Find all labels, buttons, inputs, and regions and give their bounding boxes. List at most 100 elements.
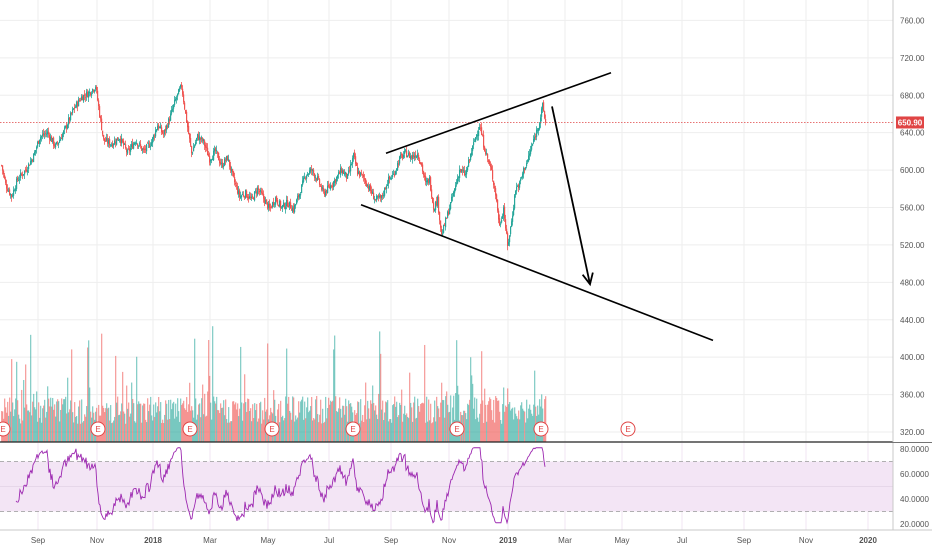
candle-body <box>522 173 524 178</box>
candle-body <box>358 171 360 174</box>
candle-body <box>86 91 88 97</box>
volume-bar <box>10 411 12 442</box>
volume-bar <box>77 423 79 442</box>
arrow-projection[interactable] <box>551 106 594 287</box>
volume-bar <box>70 400 72 442</box>
volume-bar <box>278 403 280 442</box>
candle-body <box>219 159 221 164</box>
volume-bar <box>22 420 24 442</box>
candle-body <box>27 170 29 173</box>
earnings-marker[interactable]: E <box>182 421 198 437</box>
candle-body <box>172 108 174 111</box>
candle-body <box>234 177 236 183</box>
candle-body <box>262 192 264 195</box>
candle-body <box>428 178 430 184</box>
candle-body <box>94 89 96 92</box>
volume-bar <box>81 399 83 442</box>
volume-bar <box>440 402 442 442</box>
volume-bar <box>262 410 264 442</box>
volume-bar <box>247 398 249 442</box>
candle-body <box>85 97 87 99</box>
candle-body <box>123 141 125 146</box>
candle-body <box>107 138 109 144</box>
candle-body <box>2 165 4 171</box>
volume-bar <box>429 420 431 442</box>
volume-bar <box>105 408 107 442</box>
candle-body <box>375 198 377 200</box>
candle-body <box>105 140 107 142</box>
candle-body <box>69 117 71 121</box>
volume-bar <box>42 408 44 442</box>
candle-body <box>33 153 35 163</box>
candle-body <box>154 135 156 137</box>
earnings-marker[interactable]: E <box>345 421 361 437</box>
volume-bar <box>49 406 51 442</box>
volume-bar <box>25 364 27 442</box>
rsi-tick-label: 80.0000 <box>900 445 929 454</box>
candle-body <box>155 130 157 137</box>
rsi-axis[interactable]: 80.0000 60.0000 40.0000 20.0000 <box>892 443 932 530</box>
earnings-marker[interactable]: E <box>533 421 549 437</box>
candle-body <box>91 93 93 96</box>
candle-body <box>297 196 299 200</box>
candle-body <box>136 142 138 144</box>
volume-bar <box>527 418 529 442</box>
volume-bar <box>296 419 298 442</box>
volume-bar <box>388 421 390 442</box>
candle-body <box>177 93 179 97</box>
volume-bar <box>359 423 361 442</box>
earnings-marker[interactable]: E <box>0 421 11 437</box>
candle-body <box>118 140 120 142</box>
volume-bar <box>69 409 71 442</box>
candle-body <box>378 195 380 198</box>
volume-bar <box>286 348 288 442</box>
candle-body <box>58 142 60 145</box>
candle-body <box>449 208 451 215</box>
candle-body <box>268 203 270 209</box>
price-axis[interactable]: 760.00 720.00 680.00 640.00 600.00 560.00 520.… <box>892 0 932 442</box>
candle-body <box>226 156 228 161</box>
trendline-upper[interactable] <box>385 72 612 154</box>
volume-bar <box>491 410 493 442</box>
volume-bar <box>369 418 371 442</box>
earnings-marker[interactable]: E <box>449 421 465 437</box>
candle-body <box>134 142 136 145</box>
candle-body <box>496 194 498 201</box>
time-tick-label: Nov <box>90 536 104 545</box>
candle-body <box>60 138 62 141</box>
earnings-marker[interactable]: E <box>620 421 636 437</box>
volume-bar <box>329 404 331 442</box>
candle-body <box>12 195 14 197</box>
earnings-marker[interactable]: E <box>264 421 280 437</box>
volume-bar <box>458 394 460 442</box>
volume-bar <box>280 400 282 442</box>
volume-bar <box>492 419 494 442</box>
volume-bar <box>418 406 420 442</box>
candle-body <box>287 200 289 207</box>
candle-body <box>479 126 481 130</box>
candle-body <box>106 138 108 141</box>
volume-bar <box>375 405 377 442</box>
candle-body <box>59 140 61 143</box>
volume-bar <box>531 413 533 442</box>
volume-bar <box>319 414 321 442</box>
volume-bar <box>344 414 346 442</box>
price-tick-label: 360.00 <box>900 391 925 400</box>
time-axis[interactable]: Sep Nov 2018 Mar May Jul Sep Nov 2019 Mar May Jul Se… <box>0 529 932 550</box>
volume-bar <box>304 401 306 442</box>
candle-body <box>6 184 8 189</box>
candle-body <box>353 153 355 159</box>
volume-bar <box>321 423 323 442</box>
candle-body <box>192 152 194 154</box>
candle-body <box>452 196 454 198</box>
volume-bar <box>391 422 393 442</box>
volume-bar <box>358 402 360 442</box>
trendline-lower[interactable] <box>360 203 714 342</box>
candle-body <box>464 170 466 176</box>
volume-bar <box>17 400 19 442</box>
volume-bar <box>120 411 122 442</box>
drawing-annotations[interactable] <box>360 72 714 342</box>
earnings-marker[interactable]: E <box>90 421 106 437</box>
